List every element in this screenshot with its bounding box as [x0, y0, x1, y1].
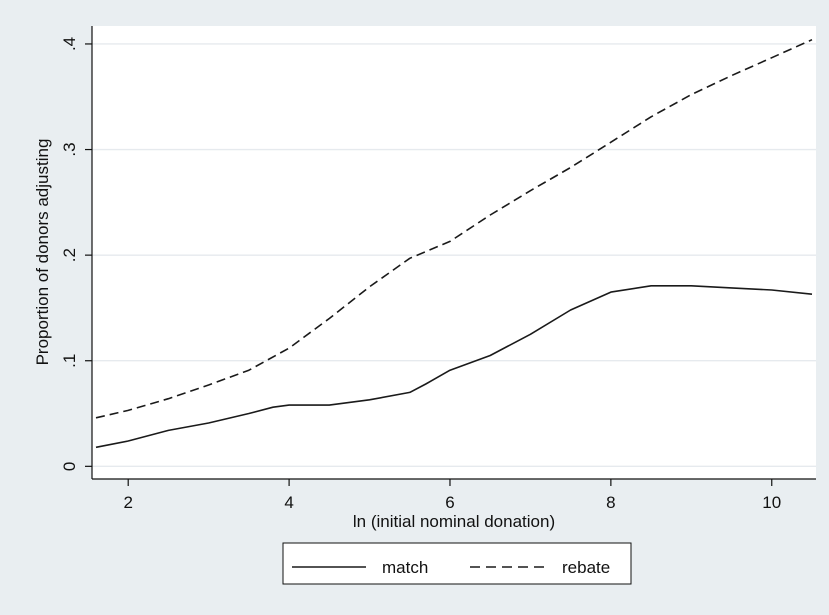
x-axis-label: ln (initial nominal donation)	[353, 512, 555, 531]
x-tick-label-4: 10	[762, 493, 781, 512]
legend-label-rebate: rebate	[562, 558, 610, 577]
x-tick-label-0: 2	[123, 493, 132, 512]
series-line-rebate	[95, 38, 813, 419]
x-tick-label-2: 6	[445, 493, 454, 512]
legend: match rebate	[282, 542, 632, 585]
legend-label-match: match	[382, 558, 428, 577]
x-tick-label-3: 8	[606, 493, 615, 512]
y-tick-label-4: .4	[60, 37, 79, 51]
y-tick-label-1: .1	[60, 354, 79, 368]
series-layer	[95, 38, 813, 449]
x-tick-label-1: 4	[284, 493, 293, 512]
gridlines	[92, 43, 816, 468]
plot-area	[92, 26, 816, 479]
axes: 0 .1 .2 .3 .4 2 4 6 8 10	[60, 26, 816, 512]
y-tick-label-0: 0	[60, 462, 79, 471]
y-tick-label-3: .3	[60, 142, 79, 156]
y-tick-label-2: .2	[60, 248, 79, 262]
series-line-match	[95, 285, 813, 449]
legend-box	[282, 542, 632, 585]
y-axis-label: Proportion of donors adjusting	[33, 139, 52, 366]
